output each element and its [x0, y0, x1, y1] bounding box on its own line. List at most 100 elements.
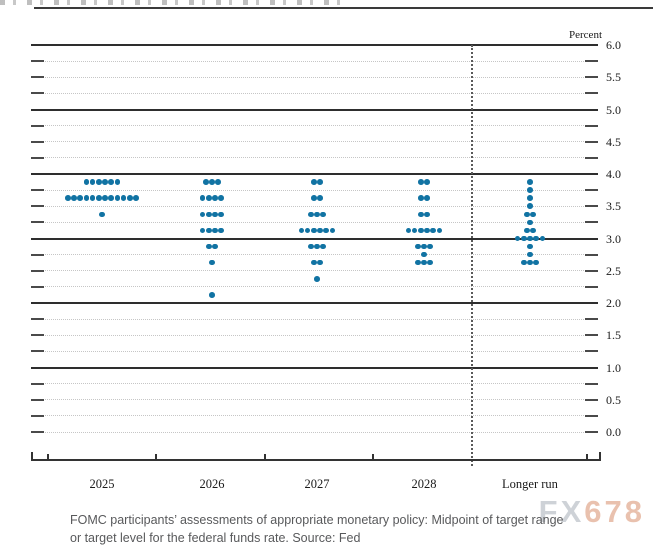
dot	[89, 195, 96, 201]
gridline-3.00	[31, 237, 598, 240]
dot	[298, 227, 305, 234]
gridline-right-dash	[585, 124, 598, 127]
gridline-0.00	[31, 431, 598, 433]
dot	[304, 227, 311, 234]
dot	[539, 235, 546, 242]
x-axis-tick	[586, 454, 588, 460]
gridline-6.00	[31, 44, 598, 46]
dot	[108, 179, 115, 185]
dot	[108, 195, 114, 201]
dot	[311, 227, 317, 234]
dots-2028-2.75	[421, 251, 427, 258]
dot	[199, 195, 206, 201]
gridline-left-dash	[31, 285, 44, 288]
gridline-2.00	[31, 302, 598, 304]
gridline-left-dash	[31, 350, 44, 353]
gridline-right-dash	[585, 205, 598, 208]
gridline-right-dash	[585, 156, 598, 159]
gridline-right-dash	[585, 221, 598, 224]
dot	[102, 195, 108, 201]
dot	[320, 211, 326, 218]
gridline-1.00	[31, 366, 598, 369]
y-tick-label-4.0: 4.0	[606, 167, 621, 181]
gridline-4.50	[31, 141, 598, 143]
gridline-right-dash	[585, 318, 598, 321]
dot	[314, 243, 320, 250]
watermark: FX678	[539, 494, 645, 530]
gridline-0.75	[31, 383, 598, 385]
dot	[120, 195, 127, 201]
gridline-5.25	[31, 92, 598, 94]
dots-2026-3.125	[199, 227, 225, 234]
gridline-1.50	[31, 334, 598, 336]
gridline-left-dash	[31, 414, 44, 417]
dot	[527, 243, 533, 250]
dot	[424, 227, 430, 234]
dot	[527, 179, 533, 185]
dot	[209, 259, 215, 266]
dot	[427, 259, 433, 266]
dots-longer-run-2.75	[527, 251, 533, 258]
dot	[323, 227, 330, 234]
gridline-left-dash	[31, 334, 44, 337]
dot	[212, 243, 218, 250]
dot	[206, 243, 212, 250]
dot	[530, 211, 536, 218]
dot	[421, 243, 427, 250]
dots-longer-run-3.375	[524, 211, 536, 218]
x-axis-baseline	[31, 459, 601, 461]
dot	[317, 195, 323, 201]
dot	[114, 195, 121, 201]
x-axis-tick	[47, 454, 49, 460]
x-label-2025: 2025	[89, 477, 115, 491]
gridline-left-dash	[31, 318, 44, 321]
dot	[89, 179, 96, 185]
gridline-right-dash	[585, 431, 598, 433]
dot	[424, 179, 430, 185]
dot	[96, 179, 102, 185]
gridline-right-dash	[585, 285, 598, 288]
gridline-left-dash	[31, 398, 44, 401]
dots-longer-run-3.75	[527, 187, 533, 193]
y-axis-unit-label: Percent	[569, 29, 602, 41]
dots-longer-run-3	[514, 235, 546, 242]
dot	[102, 179, 108, 185]
dot	[311, 195, 317, 201]
dot	[527, 259, 533, 266]
gridline-4.25	[31, 157, 598, 159]
dots-2026-3.375	[199, 211, 225, 218]
dot	[206, 195, 212, 201]
gridline-right-dash	[585, 414, 598, 417]
gridline-3.75	[31, 189, 598, 191]
dots-2028-3.375	[418, 211, 430, 218]
dots-longer-run-3.5	[527, 203, 533, 210]
dot	[314, 276, 320, 282]
dots-2028-2.875	[415, 243, 433, 250]
dot	[320, 243, 326, 250]
gridline-right-dash	[585, 382, 598, 385]
dots-2026-2.625	[209, 259, 215, 266]
gridline-left-dash	[31, 431, 44, 433]
gridline-left-dash	[31, 189, 44, 192]
dot	[424, 195, 430, 201]
dots-2025-3.625	[65, 195, 139, 201]
dot	[527, 187, 533, 193]
dot	[527, 235, 533, 242]
gridline-1.75	[31, 318, 598, 320]
dot	[418, 195, 424, 201]
dot	[411, 227, 418, 234]
dot	[209, 179, 215, 185]
dot	[314, 211, 320, 218]
gridline-right-dash	[585, 253, 598, 256]
dot	[415, 243, 421, 250]
dot	[533, 235, 539, 242]
dot	[83, 179, 90, 185]
header-rule	[34, 7, 653, 9]
y-tick-label-3.5: 3.5	[606, 199, 621, 214]
gridline-right-dash	[585, 334, 598, 337]
gridline-right-dash	[585, 92, 598, 95]
dots-2027-2.375	[314, 276, 320, 282]
dots-2027-3.875	[311, 179, 323, 185]
dots-2027-3.125	[298, 227, 336, 234]
gridline-right-dash	[585, 189, 598, 192]
